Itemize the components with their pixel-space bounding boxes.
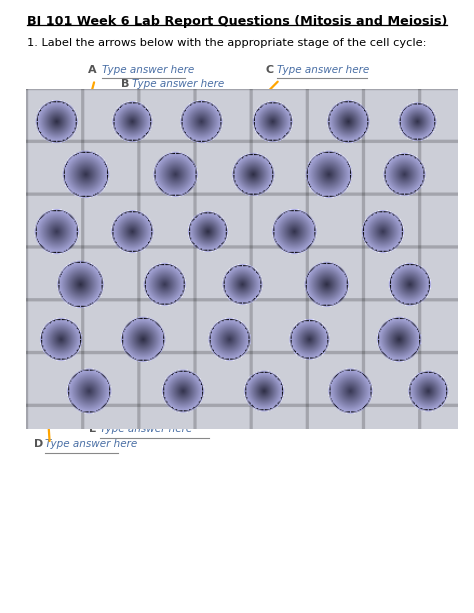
Text: Type answer here: Type answer here <box>100 424 192 434</box>
Text: F: F <box>233 408 241 418</box>
Text: Type answer here: Type answer here <box>102 65 194 75</box>
Text: Type answer here: Type answer here <box>45 440 137 449</box>
Text: C: C <box>265 65 273 75</box>
Text: Type answer here: Type answer here <box>277 65 370 75</box>
Text: A: A <box>88 65 96 75</box>
Text: 1. Label the arrows below with the appropriate stage of the cell cycle:: 1. Label the arrows below with the appro… <box>27 38 427 48</box>
Text: D: D <box>34 440 44 449</box>
Text: E: E <box>89 424 97 434</box>
Text: Type answer here: Type answer here <box>244 408 337 418</box>
Text: BI 101 Week 6 Lab Report Questions (Mitosis and Meiosis): BI 101 Week 6 Lab Report Questions (Mito… <box>27 15 448 28</box>
Text: Type answer here: Type answer here <box>132 80 224 89</box>
Text: B: B <box>121 80 129 89</box>
